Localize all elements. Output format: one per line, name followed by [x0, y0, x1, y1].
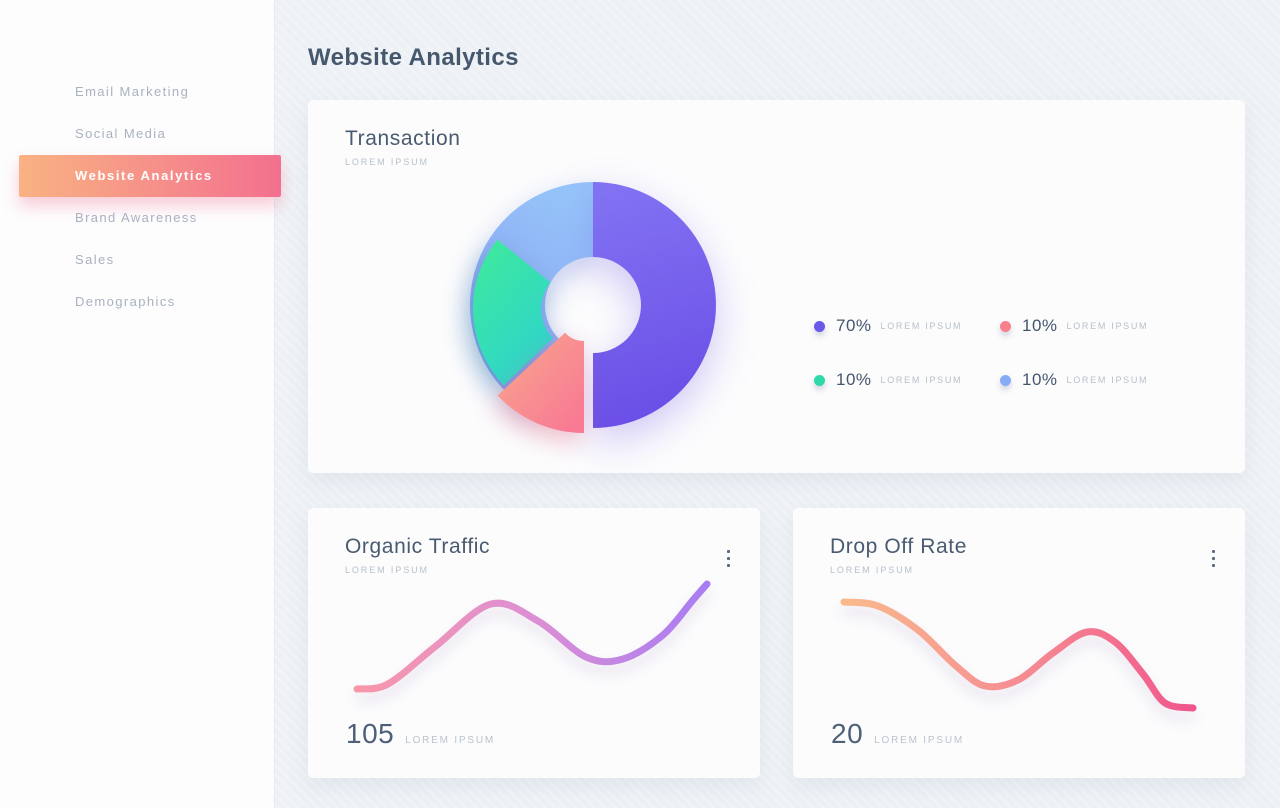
legend-item-2: 10% LOREM IPSUM — [1000, 314, 1186, 338]
legend-label: LOREM IPSUM — [1066, 321, 1149, 331]
sidebar-item-sales[interactable]: Sales — [75, 252, 115, 267]
organic-value-label: LOREM IPSUM — [405, 735, 496, 746]
legend-item-1: 70% LOREM IPSUM — [814, 314, 1000, 338]
drop-off-rate-line-chart — [840, 598, 1197, 712]
sidebar-nav: Email Marketing Social Media Website Ana… — [0, 71, 281, 323]
transaction-donut-chart — [470, 182, 716, 433]
legend-percent: 70% — [836, 316, 872, 335]
dropoff-value-row: 20 LOREM IPSUM — [831, 718, 964, 750]
legend-label: LOREM IPSUM — [880, 375, 963, 385]
dropoff-value: 20 — [831, 718, 864, 749]
legend-label: LOREM IPSUM — [1066, 375, 1149, 385]
line-series — [840, 598, 1197, 712]
dropoff-card-title: Drop Off Rate — [830, 535, 967, 558]
sidebar: Email Marketing Social Media Website Ana… — [0, 0, 281, 808]
legend-item-4: 10% LOREM IPSUM — [1000, 368, 1186, 392]
legend-dot-purple-icon — [814, 320, 825, 332]
legend-dot-teal-icon — [814, 374, 825, 386]
drop-off-rate-card: Drop Off Rate LOREM IPSUM 20 LOREM IPSUM — [793, 508, 1245, 778]
page-title: Website Analytics — [308, 44, 519, 71]
sidebar-item-demographics[interactable]: Demographics — [75, 294, 176, 309]
sidebar-item-website-analytics[interactable]: Website Analytics — [19, 155, 281, 197]
donut-segment-teal — [473, 239, 553, 386]
organic-traffic-line-chart — [353, 580, 711, 693]
legend-dot-blue-icon — [1000, 374, 1011, 386]
legend-dot-pink-icon — [1000, 320, 1011, 332]
organic-value: 105 — [346, 718, 395, 749]
kebab-menu-icon[interactable] — [1208, 546, 1219, 571]
dropoff-value-label: LOREM IPSUM — [874, 735, 964, 746]
donut-segment-purple — [593, 182, 716, 428]
dropoff-card-header: Drop Off Rate LOREM IPSUM — [830, 535, 967, 575]
legend-item-3: 10% LOREM IPSUM — [814, 368, 1000, 392]
line-series — [353, 580, 711, 693]
transaction-card-subtitle: LOREM IPSUM — [345, 157, 429, 167]
transaction-card-title: Transaction — [345, 127, 461, 150]
legend-label: LOREM IPSUM — [880, 321, 963, 331]
kebab-menu-icon[interactable] — [723, 546, 734, 571]
transaction-card: Transaction LOREM IPSUM 70% LOREM IPSUM … — [308, 100, 1245, 473]
sidebar-item-brand-awareness[interactable]: Brand Awareness — [75, 210, 198, 225]
organic-card-header: Organic Traffic LOREM IPSUM — [345, 535, 490, 575]
legend-percent: 10% — [1022, 370, 1058, 389]
donut-segment-pink — [497, 332, 584, 433]
transaction-card-header: Transaction LOREM IPSUM — [345, 127, 461, 167]
organic-card-subtitle: LOREM IPSUM — [345, 565, 429, 575]
legend-percent: 10% — [836, 370, 872, 389]
sidebar-item-social-media[interactable]: Social Media — [75, 126, 167, 141]
organic-card-title: Organic Traffic — [345, 535, 491, 558]
transaction-legend: 70% LOREM IPSUM 10% LOREM IPSUM 10% LORE… — [814, 314, 1186, 392]
dropoff-card-subtitle: LOREM IPSUM — [830, 565, 914, 575]
organic-traffic-card: Organic Traffic LOREM IPSUM 105 LOREM IP… — [308, 508, 760, 778]
sidebar-item-email-marketing[interactable]: Email Marketing — [75, 84, 190, 99]
legend-percent: 10% — [1022, 316, 1058, 335]
organic-value-row: 105 LOREM IPSUM — [346, 718, 495, 750]
